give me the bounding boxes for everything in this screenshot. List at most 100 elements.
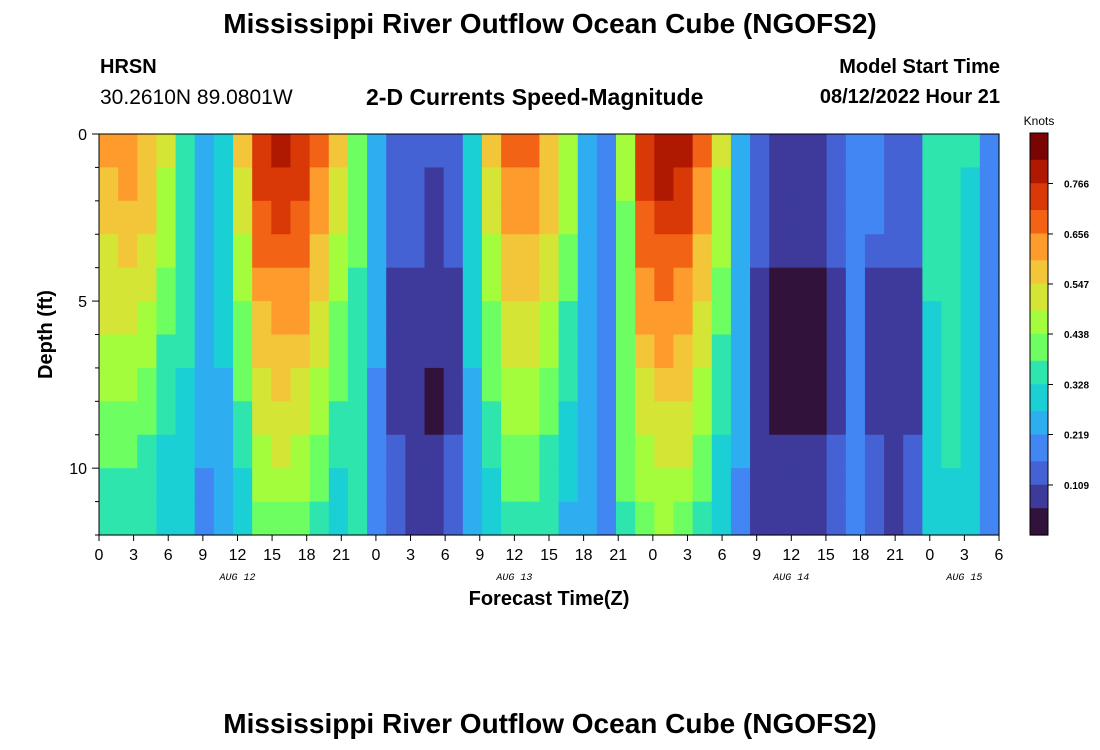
heatmap-cell <box>788 334 809 369</box>
heatmap-cell <box>347 334 368 369</box>
heatmap-cell <box>424 334 445 369</box>
colorbar-swatch <box>1030 260 1048 265</box>
colorbar-swatch <box>1030 427 1048 432</box>
colorbar-swatch <box>1030 380 1048 385</box>
heatmap-cell <box>520 200 541 235</box>
heatmap-cell <box>903 468 924 503</box>
colorbar-swatch <box>1030 444 1048 449</box>
heatmap-cell <box>309 501 330 536</box>
colorbar-swatch <box>1030 223 1048 228</box>
heatmap-cell <box>520 367 541 402</box>
colorbar-swatch <box>1030 267 1048 271</box>
heatmap-cell <box>788 301 809 336</box>
heatmap-cell <box>443 134 464 169</box>
heatmap-cell <box>539 301 560 336</box>
heatmap-cell <box>750 167 770 202</box>
heatmap-cell <box>596 334 617 369</box>
colorbar-swatch <box>1030 374 1048 379</box>
heatmap-cell <box>156 401 177 436</box>
heatmap-cell <box>501 468 521 503</box>
heatmap-cell <box>501 501 521 536</box>
heatmap-cell <box>654 134 675 169</box>
heatmap-cell <box>271 267 292 302</box>
heatmap-cell <box>864 401 885 436</box>
x-tick-label: 3 <box>406 547 415 564</box>
colorbar-swatch <box>1030 417 1048 422</box>
heatmap-cell <box>271 167 292 202</box>
heatmap-cell <box>233 200 253 235</box>
heatmap-cell <box>290 134 311 169</box>
heatmap-cell <box>826 367 847 402</box>
colorbar-swatch <box>1030 471 1048 476</box>
heatmap-cell <box>347 401 368 436</box>
heatmap-cells <box>99 134 1000 536</box>
heatmap-cell <box>845 301 866 336</box>
heatmap-cell <box>367 367 387 402</box>
colorbar-swatch <box>1030 344 1048 348</box>
heatmap-cell <box>884 434 904 469</box>
colorbar-swatch <box>1030 189 1048 194</box>
heatmap-cell <box>443 167 464 202</box>
colorbar-swatch <box>1030 133 1048 137</box>
colorbar-swatch <box>1030 337 1048 342</box>
heatmap-cell <box>769 468 789 503</box>
heatmap-cell <box>903 134 924 169</box>
heatmap-cell <box>692 301 713 336</box>
colorbar-swatch <box>1030 387 1048 392</box>
heatmap-cell <box>769 200 789 235</box>
colorbar-swatch <box>1030 156 1048 161</box>
heatmap-cell <box>194 367 215 402</box>
heatmap-cell <box>692 167 713 202</box>
heatmap-cell <box>635 301 655 336</box>
heatmap-cell <box>156 367 177 402</box>
heatmap-cell <box>252 267 272 302</box>
heatmap-cell <box>979 200 1000 235</box>
heatmap-cell <box>175 301 196 336</box>
heatmap-cell <box>290 468 311 503</box>
colorbar-swatch <box>1030 531 1048 536</box>
heatmap-cell <box>654 301 675 336</box>
colorbar-swatch <box>1030 431 1048 436</box>
heatmap-cell <box>462 468 483 503</box>
heatmap-cell <box>539 401 560 436</box>
heatmap-cell <box>884 267 904 302</box>
heatmap-cell <box>692 501 713 536</box>
heatmap-cell <box>922 167 943 202</box>
heatmap-cell <box>309 167 330 202</box>
heatmap-cell <box>750 334 770 369</box>
colorbar-swatch <box>1030 200 1048 204</box>
colorbar-swatch <box>1030 159 1048 164</box>
heatmap-cell <box>635 334 655 369</box>
heatmap-cell <box>788 267 809 302</box>
heatmap-cell <box>979 367 1000 402</box>
heatmap-cell <box>807 167 828 202</box>
y-axis: 0 5 10 <box>69 127 99 536</box>
colorbar-swatch <box>1030 330 1048 335</box>
x-axis: 0 3 6 9 12 15 18 21 0 3 6 9 12 15 18 21 0 3 6 9 12 15 18 21 0 3 6 A… <box>95 535 1004 584</box>
heatmap-cell <box>405 501 426 536</box>
colorbar-swatch <box>1030 143 1048 147</box>
heatmap-cell <box>922 334 943 369</box>
heatmap-cell <box>903 501 924 536</box>
heatmap-cell <box>367 334 387 369</box>
heatmap-cell <box>328 401 349 436</box>
heatmap-cell <box>424 434 445 469</box>
colorbar-swatch <box>1030 498 1048 503</box>
heatmap-cell <box>539 434 560 469</box>
heatmap-cell <box>309 401 330 436</box>
heatmap-cell <box>826 301 847 336</box>
colorbar-swatch <box>1030 240 1048 245</box>
heatmap-cell <box>711 134 732 169</box>
heatmap-cell <box>826 234 847 269</box>
heatmap-cell <box>443 301 464 336</box>
heatmap-cell <box>558 334 579 369</box>
colorbar-swatch <box>1030 447 1048 452</box>
heatmap-cell <box>903 267 924 302</box>
heatmap-cell <box>960 434 981 469</box>
heatmap-cell <box>979 334 1000 369</box>
heatmap-cell <box>692 234 713 269</box>
heatmap-cell <box>826 401 847 436</box>
heatmap-cell <box>864 367 885 402</box>
heatmap-cell <box>233 301 253 336</box>
heatmap-cell <box>616 200 636 235</box>
